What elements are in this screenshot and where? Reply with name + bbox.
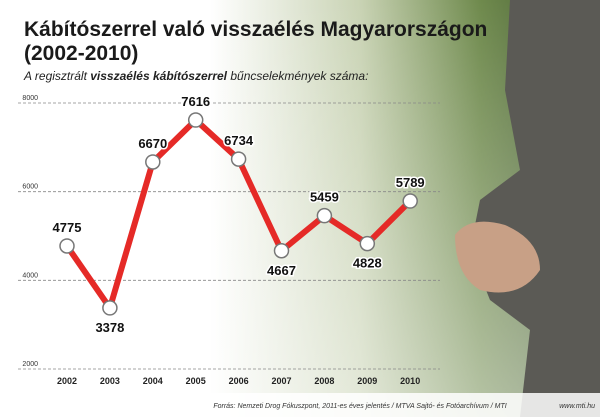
data-point bbox=[273, 243, 290, 259]
data-label: 7616 bbox=[181, 94, 210, 109]
x-tick-label: 2008 bbox=[314, 376, 334, 386]
figure-silhouette bbox=[470, 0, 600, 417]
x-tick-label: 2004 bbox=[143, 376, 163, 386]
x-tick-label: 2006 bbox=[229, 376, 249, 386]
subtitle: A regisztrált visszaélés kábítószerrel b… bbox=[23, 69, 368, 83]
x-tick-label: 2002 bbox=[57, 376, 77, 386]
x-tick-label: 2009 bbox=[357, 376, 377, 386]
data-label: 5789 bbox=[396, 175, 425, 190]
chart-title: Kábítószerrel való visszaélés Magyarorsz… bbox=[24, 18, 487, 41]
x-tick-label: 2003 bbox=[100, 376, 120, 386]
data-point bbox=[316, 207, 333, 224]
data-point bbox=[402, 193, 418, 209]
chart-title: (2002-2010) bbox=[24, 42, 138, 65]
website: www.mti.hu bbox=[559, 403, 595, 410]
source: Forrás: Nemzeti Drog Fókuszpont, 2011-es… bbox=[213, 403, 506, 410]
data-point bbox=[359, 235, 376, 252]
x-tick-label: 2005 bbox=[186, 376, 206, 386]
x-tick-label: 2010 bbox=[400, 376, 420, 386]
subtitle-part: visszaélés kábítószerrel bbox=[90, 69, 227, 83]
y-tick-label: 8000 bbox=[22, 95, 38, 102]
y-tick-label: 4000 bbox=[22, 272, 38, 279]
data-label: 5459 bbox=[310, 190, 339, 205]
subtitle-part: bűncselekmények száma: bbox=[227, 69, 368, 83]
data-point bbox=[59, 238, 75, 254]
data-label: 3378 bbox=[95, 320, 124, 335]
y-tick-label: 2000 bbox=[22, 361, 38, 368]
x-tick-label: 2007 bbox=[271, 376, 291, 386]
data-point bbox=[102, 300, 118, 316]
data-point bbox=[187, 112, 204, 128]
data-label: 6734 bbox=[224, 133, 254, 148]
data-label: 4828 bbox=[353, 256, 382, 271]
data-point bbox=[230, 151, 247, 167]
data-point bbox=[145, 154, 161, 170]
data-label: 4667 bbox=[267, 263, 296, 278]
hands bbox=[455, 221, 540, 293]
footer-band bbox=[0, 393, 600, 417]
data-label: 4775 bbox=[53, 220, 82, 235]
y-tick-label: 6000 bbox=[22, 184, 38, 191]
data-label: 6670 bbox=[138, 136, 167, 151]
subtitle-part: A regisztrált bbox=[23, 69, 90, 83]
